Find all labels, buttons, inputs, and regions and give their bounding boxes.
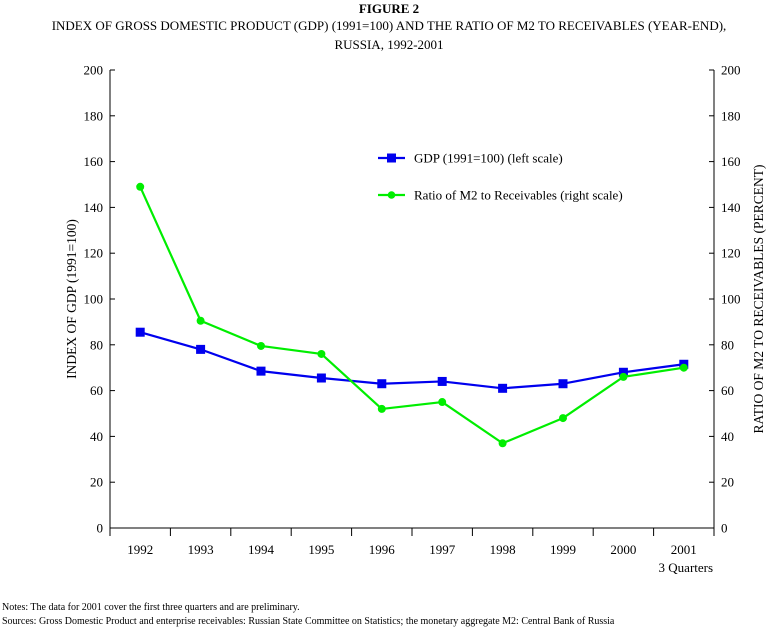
- legend-item-1: GDP (1991=100) (left scale): [378, 151, 563, 166]
- legend-label: Ratio of M2 to Receivables (right scale): [414, 188, 623, 203]
- right-y-tick-label: 200: [721, 63, 741, 78]
- data-point-circle: [136, 182, 145, 191]
- data-point-circle: [559, 414, 567, 423]
- left-y-axis-title: INDEX OF GDP (1991=100): [64, 219, 79, 379]
- right-y-tick-label: 180: [721, 108, 741, 123]
- series-2-line: [139, 186, 684, 445]
- data-point-circle: [438, 398, 447, 407]
- right-y-tick-label: 80: [721, 337, 734, 352]
- x-tick-label: 2001: [671, 542, 697, 557]
- data-point-square: [256, 366, 266, 376]
- right-y-tick-label: 20: [721, 475, 734, 490]
- data-point-circle: [679, 363, 688, 372]
- chart-title-line-1: INDEX OF GROSS DOMESTIC PRODUCT (GDP) (1…: [51, 18, 727, 33]
- left-y-tick-label: 40: [90, 429, 103, 444]
- notes-text: Notes: The data for 2001 cover the first…: [2, 602, 300, 613]
- left-y-tick-label: 20: [90, 475, 103, 490]
- legend-item-2: Ratio of M2 to Receivables (right scale): [378, 188, 623, 203]
- data-point-circle: [317, 349, 326, 358]
- series-1-line: [139, 331, 684, 390]
- left-y-tick-label: 140: [84, 200, 104, 215]
- x-tick-label: 1996: [369, 542, 396, 557]
- legend-marker-circle: [387, 191, 396, 199]
- left-y-tick-label: 80: [90, 337, 103, 352]
- chart-title-line-2: RUSSIA, 1992-2001: [334, 37, 444, 52]
- x-tick-label: 1995: [308, 542, 334, 557]
- right-y-tick-label: 140: [721, 200, 741, 215]
- chart-canvas: 0 0 20 20 40 40 60 60 80 80 100 100 120 120 140 140 160 1…: [64, 63, 766, 576]
- data-point-circle: [196, 316, 205, 325]
- data-point-circle: [619, 372, 628, 381]
- data-point-square: [618, 367, 628, 377]
- x-sublabel: 3 Quarters: [659, 560, 714, 575]
- right-y-tick-label: 40: [721, 429, 734, 444]
- right-y-axis-title: RATIO OF M2 TO RECEIVABLES (PERCENT): [751, 165, 766, 434]
- right-y-tick-label: 100: [721, 292, 741, 307]
- legend-label: GDP (1991=100) (left scale): [414, 151, 563, 166]
- sources-text: Sources: Gross Domestic Product and ente…: [2, 616, 615, 627]
- right-y-tick-label: 120: [721, 246, 741, 261]
- data-point-square: [498, 383, 508, 393]
- data-point-square: [135, 327, 145, 337]
- left-y-tick-label: 60: [90, 383, 103, 398]
- x-tick-label: 1993: [188, 542, 214, 557]
- left-y-tick-label: 180: [84, 108, 104, 123]
- x-tick-label: 1992: [127, 542, 153, 557]
- right-y-tick-label: 160: [721, 154, 741, 169]
- series-2: [136, 182, 688, 448]
- x-tick-label: 1994: [248, 542, 275, 557]
- data-point-square: [196, 344, 206, 354]
- right-y-tick-label: 60: [721, 383, 734, 398]
- left-y-tick-label: 200: [84, 63, 104, 78]
- x-tick-label: 1998: [490, 542, 516, 557]
- right-y-tick-label: 0: [721, 521, 728, 536]
- legend-marker-square: [387, 153, 396, 163]
- axes: 0 0 20 20 40 40 60 60 80 80 100 100 120 120 140 140 160 1…: [64, 63, 766, 576]
- data-point-circle: [257, 341, 265, 350]
- left-y-tick-label: 160: [84, 154, 104, 169]
- data-point-circle: [498, 439, 507, 448]
- data-point-square: [316, 373, 326, 383]
- figure-label: FIGURE 2: [358, 1, 420, 16]
- legend: GDP (1991=100) (left scale) Ratio of M2 t…: [378, 151, 623, 203]
- x-tick-label: 2000: [610, 542, 636, 557]
- data-point-square: [377, 379, 387, 389]
- x-tick-label: 1999: [550, 542, 576, 557]
- x-tick-label: 1997: [429, 542, 456, 557]
- data-point-square: [437, 376, 447, 386]
- series-layer: [135, 182, 689, 448]
- left-y-tick-label: 0: [97, 521, 104, 536]
- data-point-square: [558, 379, 568, 389]
- left-y-tick-label: 120: [84, 246, 104, 261]
- left-y-tick-label: 100: [84, 292, 104, 307]
- series-1: [135, 327, 689, 393]
- data-point-circle: [377, 404, 386, 413]
